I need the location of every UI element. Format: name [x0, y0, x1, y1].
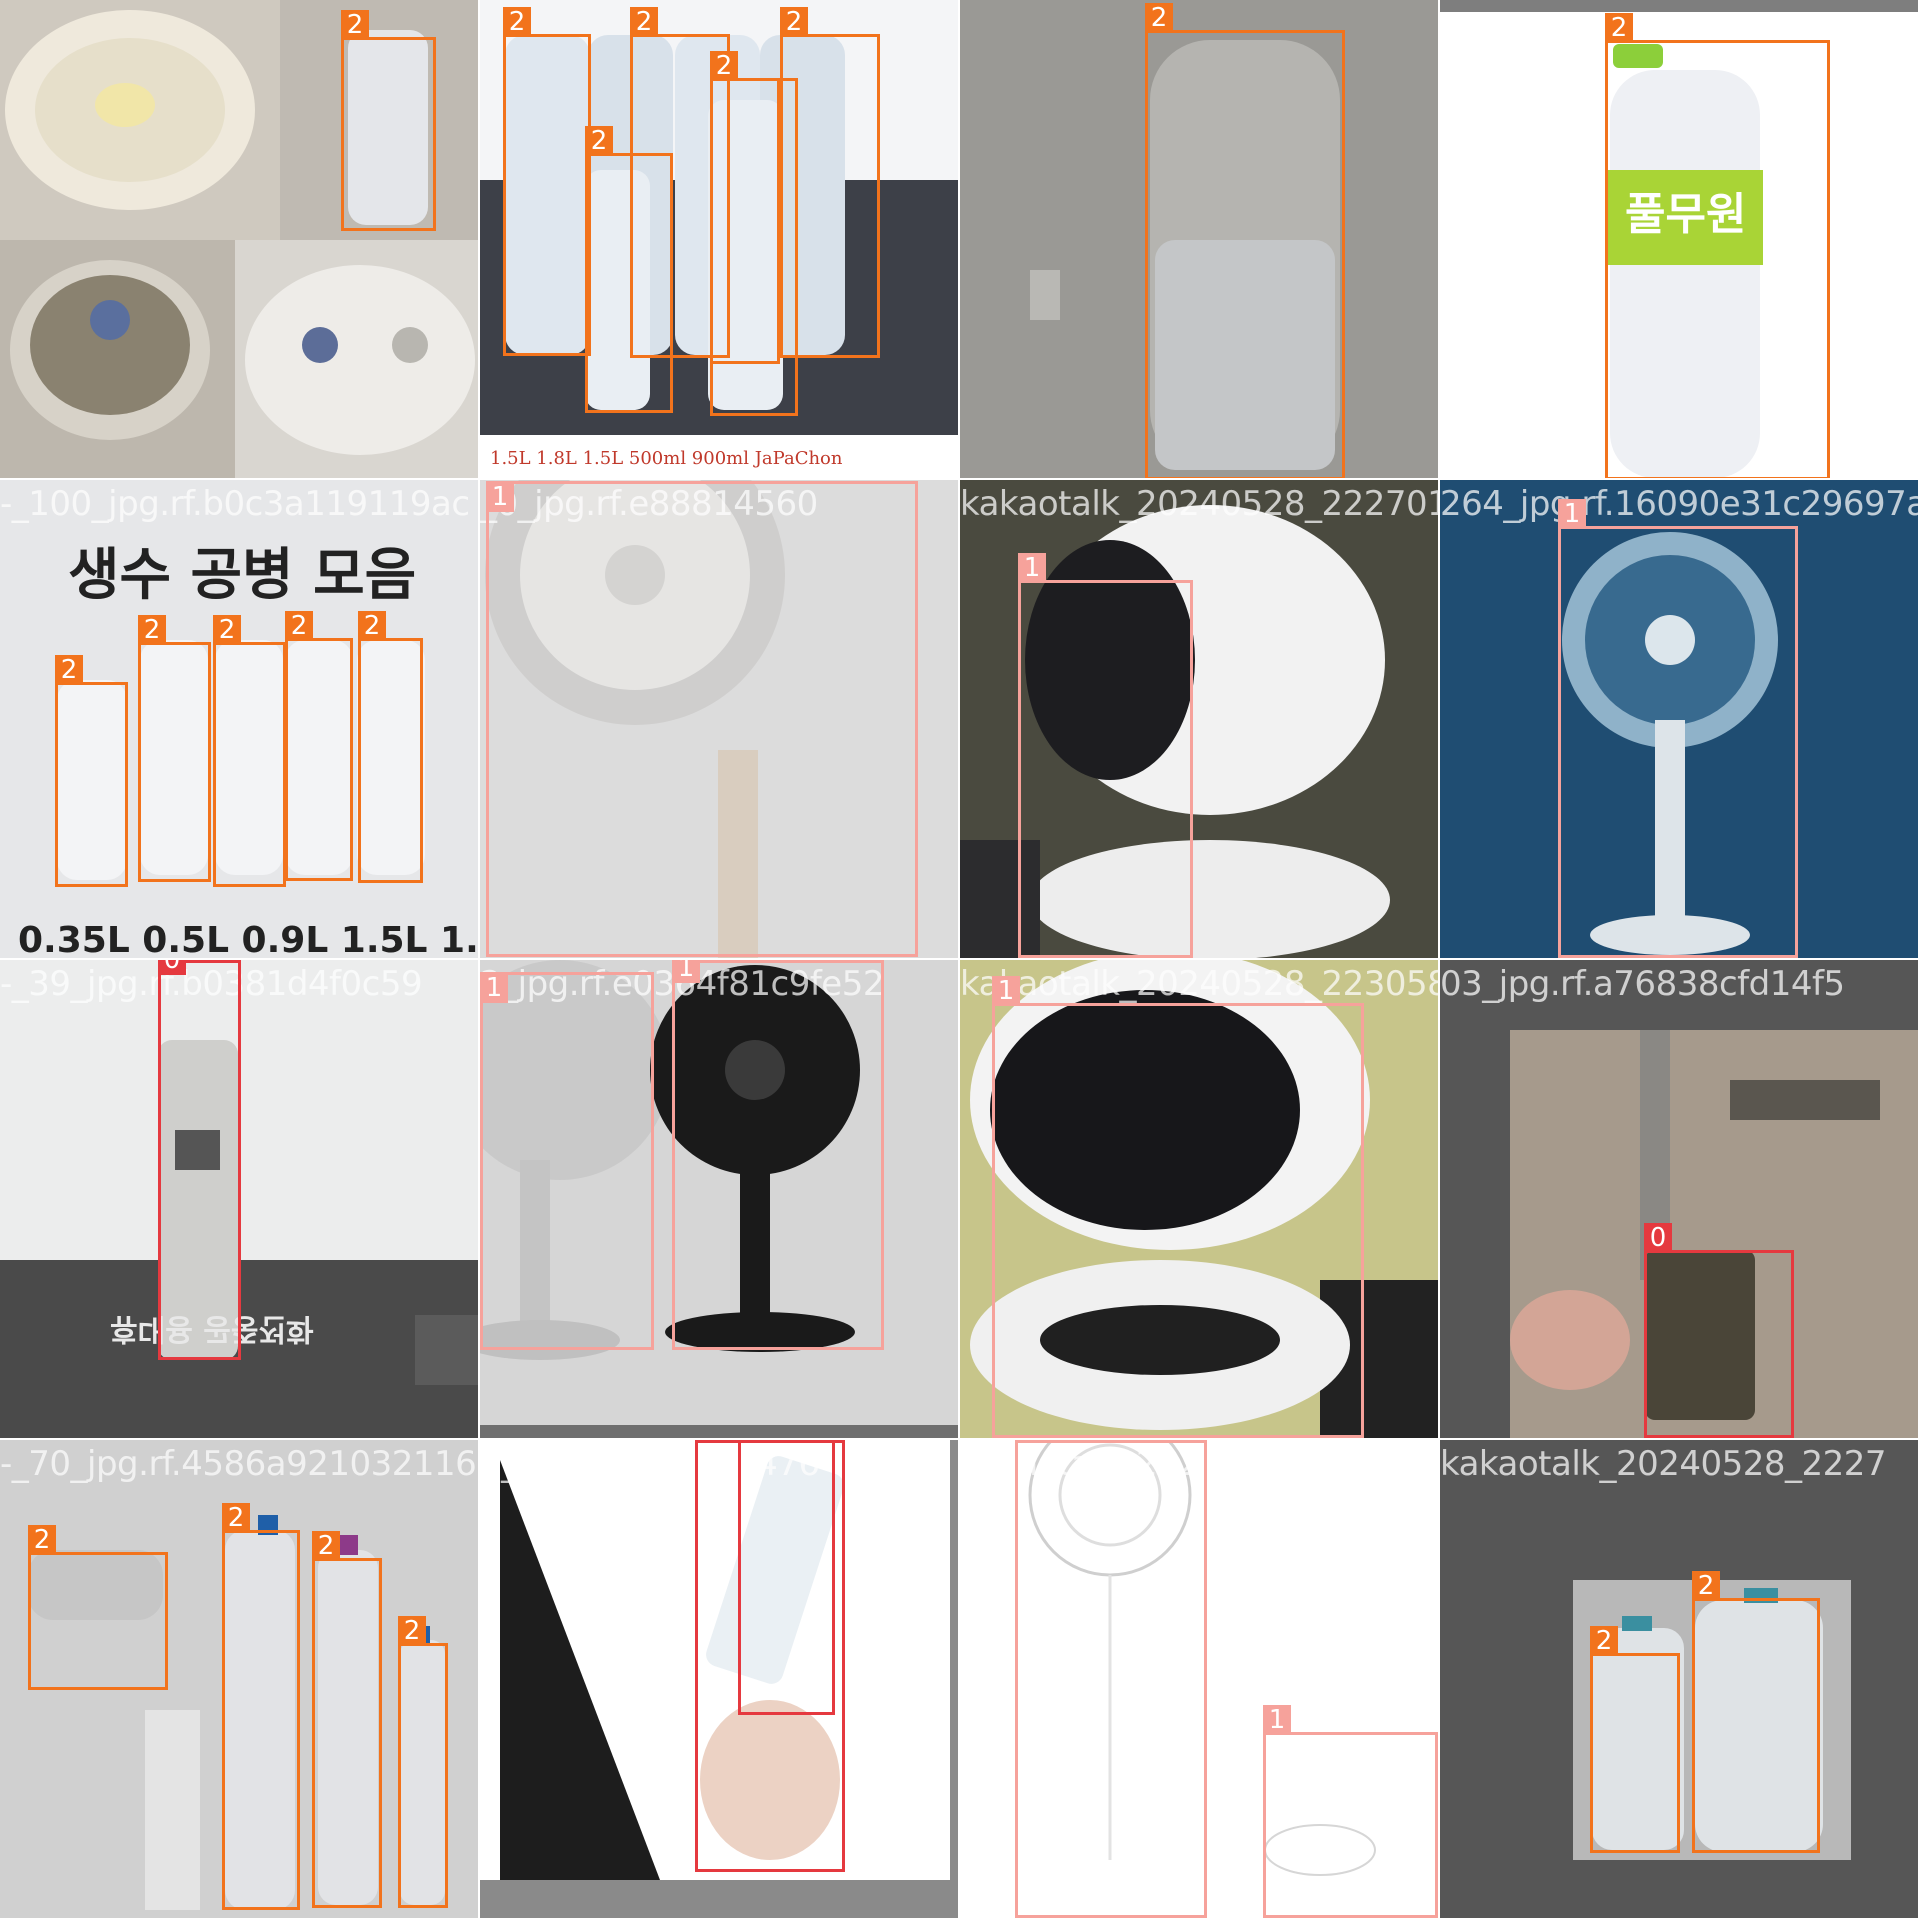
- tile-4-filename: -_100_jpg.rf.b0c3a119119ac: [0, 484, 470, 524]
- tile-2: 2: [960, 0, 1438, 478]
- tile-0: 2: [0, 0, 478, 478]
- tile-15-filename: kakaotalk_20240528_2227: [1440, 1444, 1887, 1484]
- tile-10-filename: kakaotalk_20240528_223058: [960, 964, 1438, 1004]
- tile-13: 3_jpg.rf.5e77c53476 0 0: [480, 1440, 958, 1918]
- tile-2-image: [960, 0, 1438, 478]
- tile-10: kakaotalk_20240528_223058 1: [960, 960, 1438, 1438]
- tile-1: 2 2 2 2 2 2 1.5L 1.8L 1.5L 500ml 900ml J…: [480, 0, 958, 478]
- tile-5: _0_jpg.rf.e88814560 1: [480, 480, 958, 958]
- tile-13-image: [480, 1440, 958, 1918]
- tile-9-filename: 2_jpg.rf.e0364f81c9fe52: [480, 964, 885, 1004]
- tile-12: -_70_jpg.rf.4586a921032116 2 2 2 2: [0, 1440, 478, 1918]
- tile-9-image: [480, 960, 958, 1438]
- tile-3: 2 풀무원: [1440, 0, 1918, 478]
- tile-15: kakaotalk_20240528_2227 2 2: [1440, 1440, 1918, 1918]
- tile-11-image: [1440, 960, 1918, 1438]
- tile-14-filename: kakaotalk_20240528_2230: [960, 1444, 1407, 1484]
- tile-11: 03_jpg.rf.a76838cfd14f5 0: [1440, 960, 1918, 1438]
- tile-6-filename: kakaotalk_20240528_222701: [960, 484, 1438, 524]
- tile-8-filename: -_39_jpg.rf.b0381d4f0c59: [0, 964, 423, 1004]
- tile-11-filename: 03_jpg.rf.a76838cfd14f5: [1440, 964, 1845, 1004]
- tile-3-image: [1440, 0, 1918, 478]
- tile-14-image: [960, 1440, 1438, 1918]
- tile-12-filename: -_70_jpg.rf.4586a921032116: [0, 1444, 477, 1484]
- tile-1-image: [480, 0, 958, 478]
- tile-10-image: [960, 960, 1438, 1438]
- tile-6: kakaotalk_20240528_222701 1: [960, 480, 1438, 958]
- tile-3-product-text: 풀무원: [1625, 189, 1747, 240]
- tile-14: kakaotalk_20240528_2230 1 1: [960, 1440, 1438, 1918]
- tile-7-filename: 264_jpg.rf.16090e31c29697a: [1440, 484, 1918, 524]
- tile-6-image: [960, 480, 1438, 958]
- tile-4-title-text: 생수 공병 모음: [68, 543, 417, 608]
- tile-9: 2_jpg.rf.e0364f81c9fe52 1 1: [480, 960, 958, 1438]
- tile-1-product-text: 1.5L 1.8L 1.5L 500ml 900ml JaPaChon: [490, 448, 843, 469]
- tile-8-caption-text: 휴대용 공중전화: [110, 1311, 314, 1346]
- tile-4-image: [0, 480, 478, 958]
- tile-4: -_100_jpg.rf.b0c3a119119ac 생수 공병 모음 0.35…: [0, 480, 478, 958]
- tile-8: -_39_jpg.rf.b0381d4f0c59 휴대용 공중전화 0: [0, 960, 478, 1438]
- tile-13-filename: 3_jpg.rf.5e77c53476: [480, 1444, 820, 1484]
- tile-15-image: [1440, 1440, 1918, 1918]
- tile-4-volume-text: 0.35L 0.5L 0.9L 1.5L 1.8L: [18, 920, 478, 958]
- tile-7-image: [1440, 480, 1918, 958]
- tile-12-image: [0, 1440, 478, 1918]
- tile-5-filename: _0_jpg.rf.e88814560: [480, 484, 818, 524]
- tile-7: 264_jpg.rf.16090e31c29697a 1: [1440, 480, 1918, 958]
- tile-5-image: [480, 480, 958, 958]
- tile-8-image: [0, 960, 478, 1438]
- tile-0-image: [0, 0, 478, 478]
